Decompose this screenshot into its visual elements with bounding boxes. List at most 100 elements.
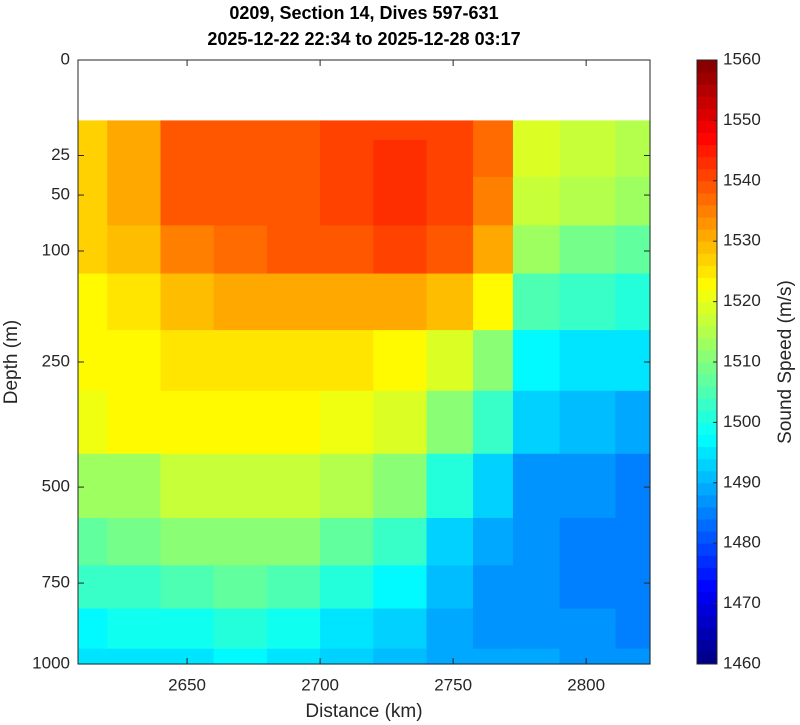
x-tick-label: 2800	[567, 675, 605, 694]
contour-cell	[78, 176, 108, 227]
contour-cell	[320, 565, 374, 610]
contour-cell	[559, 273, 617, 331]
colorbar-segment	[697, 241, 717, 254]
contour-cell	[78, 518, 108, 566]
contour-cell	[266, 453, 321, 519]
contour-cell	[615, 518, 651, 566]
contour-cell	[320, 518, 374, 566]
x-axis-label: Distance (km)	[305, 701, 422, 722]
contour-cell	[213, 453, 268, 519]
colorbar-segment	[697, 253, 717, 266]
contour-cell	[160, 176, 215, 227]
contour-cell	[559, 565, 617, 610]
contour-cell	[373, 330, 428, 392]
y-tick-label: 250	[42, 351, 70, 370]
contour-cell	[160, 648, 215, 665]
colorbar-segment	[697, 180, 717, 194]
contour-cell	[559, 120, 617, 141]
colorbar-segment	[697, 229, 717, 242]
contour-cell	[107, 176, 162, 227]
colorbar-segment	[697, 144, 717, 158]
colorbar-segment	[697, 458, 717, 472]
colorbar-segment	[697, 96, 717, 109]
colorbar-tick-label: 1560	[723, 49, 761, 68]
contour-cell	[160, 565, 215, 610]
contour-cell	[320, 608, 374, 650]
chart-subtitle: 2025-12-22 22:34 to 2025-12-28 03:17	[207, 29, 520, 49]
contour-cell	[615, 330, 651, 392]
contour-cell	[78, 608, 108, 650]
contour-cell	[78, 120, 108, 141]
contour-cell	[473, 330, 514, 392]
contour-cell	[473, 390, 514, 455]
colorbar-segment	[697, 470, 717, 484]
contour-cell	[266, 139, 321, 178]
contour-cell	[213, 518, 268, 566]
contour-cell	[426, 120, 474, 141]
contour-cell	[266, 648, 321, 665]
contour-cell	[559, 648, 617, 665]
y-tick-label: 500	[42, 477, 70, 496]
contour-cell	[266, 608, 321, 650]
colorbar-segment	[697, 132, 717, 146]
contour-cell	[559, 139, 617, 178]
contour-cell	[107, 453, 162, 519]
contour-cell	[266, 390, 321, 455]
contour-cell	[426, 330, 474, 392]
colorbar-segment	[697, 639, 717, 653]
colorbar-tick-label: 1530	[723, 231, 761, 250]
contour-cell	[473, 453, 514, 519]
contour-cell	[160, 390, 215, 455]
contour-cell	[512, 565, 561, 610]
colorbar-segment	[697, 156, 717, 170]
colorbar-segment	[697, 482, 717, 496]
colorbar-segment	[697, 349, 717, 363]
colorbar-segment	[697, 422, 717, 435]
colorbar-segment	[697, 579, 717, 593]
colorbar-segment	[697, 72, 717, 85]
contour-cell	[373, 139, 428, 178]
contour-cell	[373, 608, 428, 650]
contour-cell	[473, 273, 514, 331]
contour-cell	[266, 120, 321, 141]
y-tick-label: 1000	[32, 653, 70, 672]
colorbar-segment	[697, 615, 717, 629]
contour-cell	[266, 225, 321, 275]
contour-cell	[559, 330, 617, 392]
colorbar-segment	[697, 567, 717, 580]
colorbar-segment	[697, 627, 717, 641]
colorbar-segment	[697, 289, 717, 303]
contour-cell	[373, 565, 428, 610]
contour-cell	[78, 390, 108, 455]
contour-cell	[160, 453, 215, 519]
colorbar-segment	[697, 108, 717, 121]
contour-cell	[473, 608, 514, 650]
contour-cell	[160, 608, 215, 650]
colorbar-tick-label: 1510	[723, 351, 761, 370]
contour-cell	[213, 565, 268, 610]
contour-cell	[615, 176, 651, 227]
contour-cell	[160, 330, 215, 392]
contour-cell	[559, 518, 617, 566]
contour-cell	[512, 453, 561, 519]
contour-cell	[107, 273, 162, 331]
contour-cell	[107, 225, 162, 275]
colorbar-segment	[697, 301, 717, 315]
contour-cell	[426, 453, 474, 519]
x-tick-label: 2750	[434, 675, 472, 694]
y-tick-label: 50	[51, 185, 70, 204]
contour-cell	[615, 453, 651, 519]
contour-cell	[559, 225, 617, 275]
contour-cell	[160, 139, 215, 178]
contour-cell	[320, 139, 374, 178]
y-axis-label: Depth (m)	[1, 320, 22, 404]
colorbar-segment	[697, 60, 717, 73]
contour-cell	[266, 518, 321, 566]
contour-cell	[512, 390, 561, 455]
contour-cell	[320, 390, 374, 455]
contour-cell	[473, 648, 514, 665]
contour-cell	[426, 390, 474, 455]
colorbar-segment	[697, 325, 717, 339]
contour-cell	[320, 330, 374, 392]
contour-cell	[213, 390, 268, 455]
